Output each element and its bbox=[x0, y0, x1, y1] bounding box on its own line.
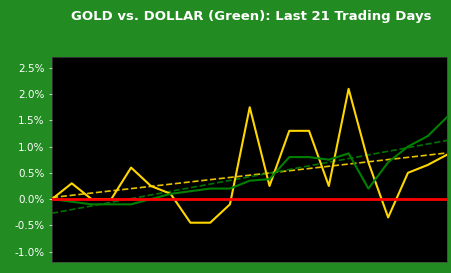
Text: GOLD vs. DOLLAR (Green): Last 21 Trading Days: GOLD vs. DOLLAR (Green): Last 21 Trading… bbox=[70, 10, 430, 23]
